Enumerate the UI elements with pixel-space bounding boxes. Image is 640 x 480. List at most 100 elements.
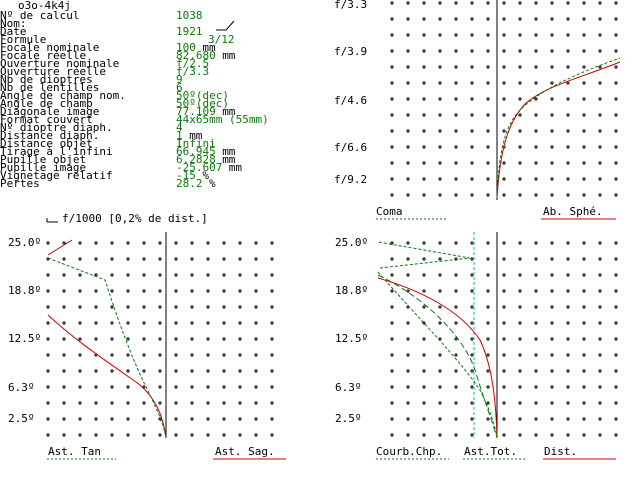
grid-mark	[534, 433, 538, 437]
grid-mark	[46, 417, 50, 421]
grid-mark	[46, 353, 50, 357]
grid-mark	[438, 257, 442, 261]
grid-mark	[566, 337, 570, 341]
astigmatism-chart-grid	[46, 241, 274, 437]
grid-mark	[582, 65, 586, 69]
grid-mark	[238, 401, 242, 405]
grid-mark	[62, 353, 66, 357]
grid-mark	[502, 81, 506, 85]
grid-mark	[46, 401, 50, 405]
grid-mark	[406, 241, 410, 245]
grid-mark	[614, 129, 618, 133]
grid-mark	[422, 417, 426, 421]
grid-mark	[438, 1, 442, 5]
grid-mark	[598, 321, 602, 325]
grid-mark	[62, 289, 66, 293]
grid-mark	[254, 273, 258, 277]
grid-mark	[238, 241, 242, 245]
grid-mark	[158, 241, 162, 245]
grid-mark	[126, 273, 130, 277]
grid-mark	[518, 33, 522, 37]
grid-mark	[454, 177, 458, 181]
grid-mark	[406, 97, 410, 101]
param-row: Ouverture réelle f/3.3	[0, 65, 330, 78]
grid-mark	[470, 129, 474, 133]
grid-mark	[126, 241, 130, 245]
grid-mark	[534, 321, 538, 325]
grid-mark	[470, 177, 474, 181]
grid-mark	[534, 65, 538, 69]
param-value: f/3.3	[176, 65, 210, 78]
param-label: Pupille image	[0, 161, 87, 174]
param-row: Nb de lentilles 6	[0, 82, 330, 93]
param-row: Tirage à l'infini 66.945 mm	[0, 145, 330, 158]
field-curvature-chart: 25.0º 18.8º 12.5º 6.3º 2.5º Courb.Chp. A…	[335, 232, 618, 460]
param-label: Ouverture réelle	[0, 65, 106, 78]
grid-mark	[438, 49, 442, 53]
grid-mark	[78, 241, 82, 245]
grid-mark	[614, 433, 618, 437]
param-value: 44x65mm (55mm)	[176, 113, 269, 126]
grid-mark	[614, 353, 618, 357]
grid-mark	[406, 193, 410, 197]
grid-mark	[46, 305, 50, 309]
grid-mark	[222, 401, 226, 405]
param-label: Vignetage relatif	[0, 169, 113, 182]
grid-mark	[438, 321, 442, 325]
grid-mark	[78, 401, 82, 405]
grid-mark	[534, 97, 538, 101]
grid-mark	[422, 241, 426, 245]
grid-mark	[598, 129, 602, 133]
grid-mark	[486, 273, 490, 277]
grid-mark	[470, 401, 474, 405]
param-row: Pupille image -25.607 mm	[0, 161, 330, 174]
astigmatism-chart: 25.0º 18.8º 12.5º 6.3º 2.5º Ast. Tan Ast…	[8, 232, 286, 460]
grid-mark	[518, 417, 522, 421]
grid-mark	[534, 161, 538, 165]
grid-mark	[438, 401, 442, 405]
grid-mark	[390, 385, 394, 389]
grid-mark	[566, 97, 570, 101]
param-label: Tirage à l'infini	[0, 145, 113, 158]
grid-mark	[142, 337, 146, 341]
grid-mark	[566, 433, 570, 437]
grid-mark	[518, 289, 522, 293]
grid-mark	[406, 145, 410, 149]
grid-mark	[206, 305, 210, 309]
param-label: Nº dioptre diaph.	[0, 121, 113, 134]
grid-mark	[190, 305, 194, 309]
aperture-chart-grid	[390, 1, 618, 197]
param-label: Format couvert	[0, 113, 93, 126]
grid-mark	[62, 401, 66, 405]
grid-mark	[550, 417, 554, 421]
grid-mark	[454, 385, 458, 389]
legend-courb: Courb.Chp.	[376, 445, 442, 458]
grid-mark	[582, 273, 586, 277]
grid-mark	[582, 337, 586, 341]
grid-mark	[502, 289, 506, 293]
param-value: 6.2828	[176, 153, 216, 166]
grid-mark	[222, 289, 226, 293]
grid-mark	[550, 145, 554, 149]
grid-mark	[46, 369, 50, 373]
grid-mark	[550, 353, 554, 357]
param-value: 1921	[176, 25, 203, 38]
grid-mark	[94, 385, 98, 389]
param-row: Diagonale image 77.109 mm	[0, 105, 330, 118]
grid-mark	[190, 369, 194, 373]
grid-mark	[470, 257, 474, 261]
field-curvature-alt-curve	[377, 274, 498, 439]
param-label: Diagonale image	[0, 105, 100, 118]
grid-mark	[582, 241, 586, 245]
grid-mark	[502, 97, 506, 101]
grid-mark	[110, 241, 114, 245]
grid-mark	[502, 385, 506, 389]
grid-mark	[222, 305, 226, 309]
grid-mark	[222, 385, 226, 389]
grid-mark	[46, 433, 50, 437]
grid-mark	[454, 161, 458, 165]
grid-mark	[486, 401, 490, 405]
grid-mark	[126, 337, 130, 341]
grid-mark	[550, 193, 554, 197]
grid-mark	[502, 321, 506, 325]
